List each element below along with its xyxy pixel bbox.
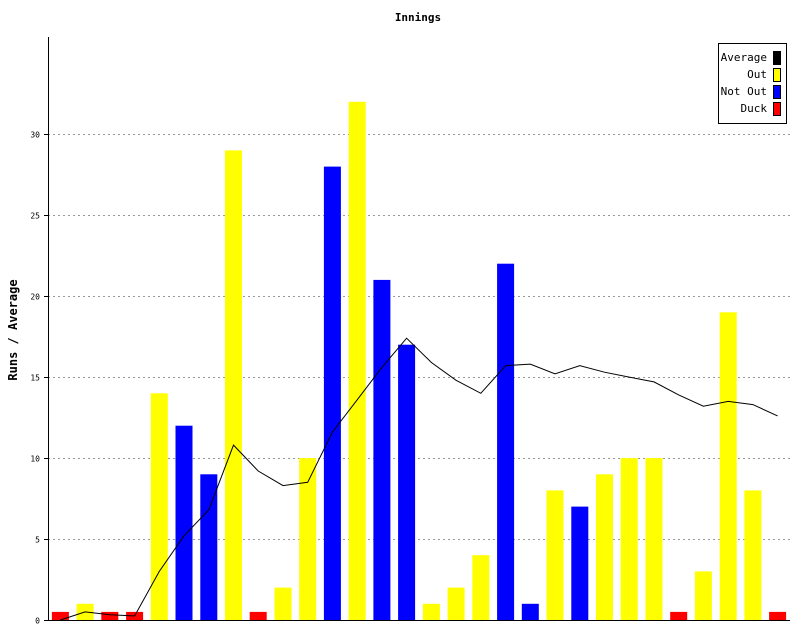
bar-innings-25	[645, 458, 663, 620]
bar-innings-10	[274, 587, 292, 620]
legend-label: Average	[721, 51, 767, 64]
bar-innings-1	[51, 611, 69, 620]
legend-swatch	[773, 51, 781, 65]
bar-innings-17	[447, 587, 465, 620]
bar-innings-9	[249, 611, 267, 620]
bar-innings-30	[769, 611, 787, 620]
bar-innings-26	[670, 611, 688, 620]
y-tick-label: 15	[30, 374, 40, 383]
bars	[51, 101, 787, 621]
legend: Average Out Not Out Duck	[718, 43, 787, 124]
bar-innings-14	[373, 279, 391, 620]
legend-label: Not Out	[721, 85, 767, 98]
bar-innings-23	[596, 474, 613, 621]
y-tick-label: 5	[35, 536, 40, 545]
bar-innings-22	[571, 506, 589, 620]
bar-innings-8	[225, 150, 242, 620]
gridlines	[48, 134, 790, 540]
bar-innings-5	[150, 393, 168, 620]
bar-innings-3	[101, 611, 119, 620]
bar-innings-24	[620, 458, 638, 620]
bar-innings-28	[719, 312, 737, 620]
bar-innings-21	[546, 490, 564, 620]
bar-innings-7	[200, 474, 218, 621]
legend-label: Duck	[741, 102, 768, 115]
y-axis-ticks: 0 5 10 15 20 25 30	[30, 131, 48, 626]
legend-label: Out	[747, 68, 767, 81]
y-tick-label: 10	[30, 455, 40, 464]
bar-innings-29	[744, 490, 762, 620]
bar-innings-12	[323, 166, 341, 620]
legend-swatch	[773, 102, 781, 116]
bar-innings-13	[348, 101, 366, 621]
bar-innings-20	[521, 603, 539, 620]
bar-innings-16	[422, 603, 440, 620]
bar-innings-11	[299, 458, 317, 620]
bar-innings-18	[472, 555, 490, 620]
y-tick-label: 25	[30, 212, 40, 221]
bar-innings-6	[175, 425, 193, 620]
y-axis-label: Runs / Average	[6, 279, 20, 380]
y-tick-label: 20	[30, 293, 40, 302]
average-line	[60, 337, 778, 621]
bar-innings-19	[497, 263, 515, 620]
y-tick-label: 0	[35, 617, 40, 626]
chart-title: Innings	[395, 11, 441, 24]
bar-innings-27	[694, 571, 712, 620]
legend-swatch	[773, 68, 781, 82]
legend-swatch	[773, 85, 781, 99]
bar-innings-15	[398, 344, 416, 620]
y-tick-label: 30	[30, 131, 40, 140]
